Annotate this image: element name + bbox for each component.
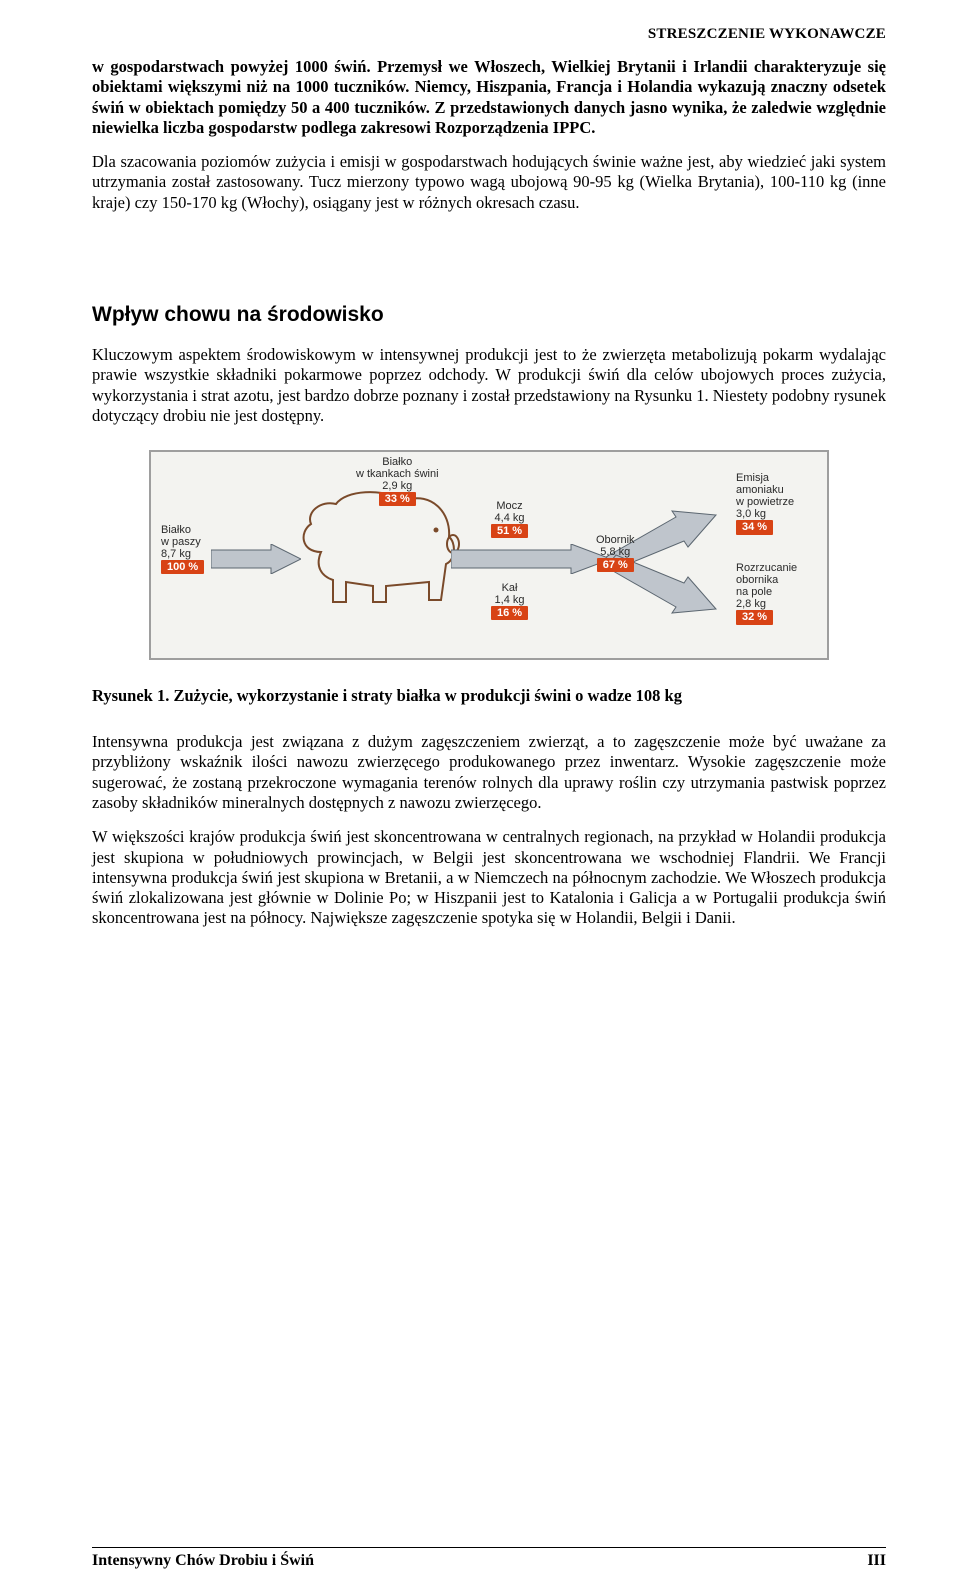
text: 4,4 kg [491, 512, 528, 524]
figure-label-input: Białko w paszy 8,7 kg 100 % [161, 524, 204, 574]
badge: 67 % [597, 558, 634, 572]
badge: 33 % [379, 492, 416, 506]
figure-label-spread: Rozrzucanie obornika na pole 2,8 kg 32 % [736, 562, 797, 624]
text: Kał [491, 582, 528, 594]
figure-container: Białko w paszy 8,7 kg 100 % Białko w tka… [92, 450, 886, 660]
text: 8,7 kg [161, 548, 204, 560]
text: Obornik [596, 534, 635, 546]
footer-title: Intensywny Chów Drobiu i Świń [92, 1552, 314, 1570]
page: STRESZCZENIE WYKONAWCZE w gospodarstwach… [0, 0, 960, 1596]
paragraph-3: Kluczowym aspektem środowiskowym w inten… [92, 345, 886, 426]
figure-label-faeces: Kał 1,4 kg 16 % [491, 582, 528, 620]
paragraph-1: w gospodarstwach powyżej 1000 świń. Prze… [92, 57, 886, 138]
page-footer: Intensywny Chów Drobiu i Świń III [92, 1547, 886, 1570]
paragraph-4: Intensywna produkcja jest związana z duż… [92, 732, 886, 813]
section-title: Wpływ chowu na środowisko [92, 303, 886, 327]
badge: 32 % [736, 610, 773, 624]
badge: 16 % [491, 606, 528, 620]
arrow-main-icon [451, 544, 611, 574]
figure-label-manure: Obornik 5,8 kg 67 % [596, 534, 635, 572]
text: na pole [736, 586, 797, 598]
figure-caption: Rysunek 1. Zużycie, wykorzystanie i stra… [92, 686, 886, 706]
figure-card: Białko w paszy 8,7 kg 100 % Białko w tka… [149, 450, 829, 660]
arrow-input-icon [211, 544, 301, 574]
badge: 100 % [161, 560, 204, 574]
text: Emisja [736, 472, 794, 484]
text: w tkankach świni [356, 468, 439, 480]
text: w powietrze [736, 496, 794, 508]
figure-label-urine: Mocz 4,4 kg 51 % [491, 500, 528, 538]
figure-label-air: Emisja amoniaku w powietrze 3,0 kg 34 % [736, 472, 794, 534]
text: 2,8 kg [736, 598, 797, 610]
text: Mocz [491, 500, 528, 512]
badge: 51 % [491, 524, 528, 538]
text: 1,4 kg [491, 594, 528, 606]
text: Białko [161, 524, 204, 536]
paragraph-5: W większości krajów produkcja świń jest … [92, 827, 886, 928]
text: obornika [736, 574, 797, 586]
text: Białko [356, 456, 439, 468]
text: Rozrzucanie [736, 562, 797, 574]
paragraph-2: Dla szacowania poziomów zużycia i emisji… [92, 152, 886, 213]
text: 3,0 kg [736, 508, 794, 520]
text: amoniaku [736, 484, 794, 496]
text: 5,8 kg [596, 546, 635, 558]
text: w paszy [161, 536, 204, 548]
figure-label-tissue: Białko w tkankach świni 2,9 kg 33 % [356, 456, 439, 506]
footer-rule [92, 1547, 886, 1548]
page-number: III [867, 1552, 886, 1570]
badge: 34 % [736, 520, 773, 534]
running-head: STRESZCZENIE WYKONAWCZE [92, 26, 886, 43]
text: 2,9 kg [356, 480, 439, 492]
